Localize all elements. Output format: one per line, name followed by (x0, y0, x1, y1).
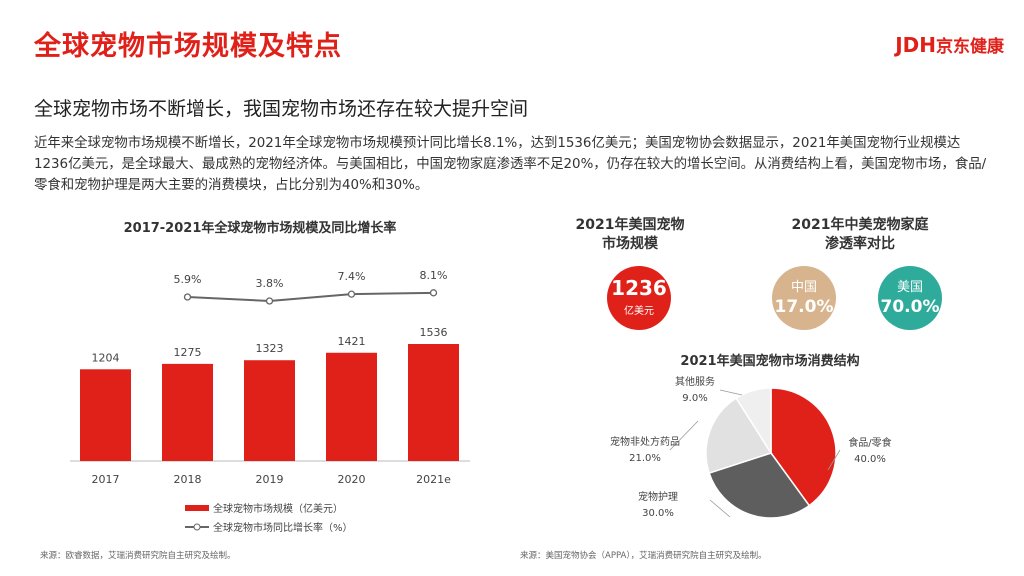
pie-value-3: 9.0% (682, 393, 707, 404)
pie-label-3: 其他服务 (675, 375, 715, 388)
pie-slice-3 (735, 387, 772, 456)
legend-bar-swatch (185, 505, 209, 511)
growth-point-2020 (347, 290, 356, 298)
pie-slice-1 (708, 452, 811, 519)
growth-label-2019: 3.8% (256, 277, 284, 290)
x-tick-2017: 2017 (92, 473, 120, 486)
bar-2021e (408, 344, 459, 461)
penetration-title-line2: 渗透率对比 (825, 236, 895, 252)
us-market-value: 1236 (611, 276, 667, 300)
growth-point-2019 (265, 297, 274, 305)
bar-chart: 1204 2017 1275 2018 1323 2019 1421 2020 1536 2021… (70, 269, 470, 534)
pie-leader-0 (827, 449, 841, 471)
pie-label-0: 食品/零食 (848, 436, 891, 449)
pie-chart-title: 2021年美国宠物市场消费结构 (680, 354, 860, 369)
x-tick-2018: 2018 (174, 473, 202, 486)
pie-value-1: 30.0% (642, 508, 674, 519)
x-tick-2021e: 2021e (416, 473, 451, 486)
bar-2017 (80, 369, 131, 461)
pie-label-2: 宠物非处方药品 (610, 435, 680, 448)
pie-value-2: 21.0% (629, 453, 661, 464)
logo-text: JDH (895, 33, 936, 57)
growth-label-2021e: 8.1% (420, 269, 448, 282)
us-market-unit: 亿美元 (624, 306, 654, 317)
growth-line (187, 291, 434, 303)
logo-cn: 京东健康 (936, 37, 1004, 57)
pie-value-0: 40.0% (854, 454, 886, 465)
china-value: 17.0% (774, 297, 834, 317)
page-title: 全球宠物市场规模及特点 (34, 31, 342, 62)
growth-label-2020: 7.4% (338, 270, 366, 283)
subtitle: 全球宠物市场不断增长，我国宠物市场还存在较大提升空间 (34, 98, 529, 120)
pie-slice-2 (705, 397, 773, 475)
pie-chart: 食品/零食 40.0% 宠物护理 30.0% 宠物非处方药品 21.0% 其他服务 9.0% (610, 375, 892, 519)
us-market-title-line1: 2021年美国宠物 (575, 217, 685, 233)
source-left: 来源：欧睿数据，艾瑞消费研究院自主研究及绘制。 (40, 551, 236, 561)
bar-label-2019: 1323 (256, 342, 284, 355)
x-tick-2020: 2020 (338, 473, 366, 486)
china-label: 中国 (790, 280, 817, 295)
bar-label-2020: 1421 (338, 335, 366, 348)
summary-paragraph: 近年来全球宠物市场规模不断增长，2021年全球宠物市场规模预计同比增长8.1%，… (34, 136, 987, 193)
us-market-title: 2021年美国宠物 市场规模 (570, 216, 690, 254)
bar-label-2018: 1275 (174, 346, 202, 359)
us-circle: 美国 70.0% (878, 266, 942, 330)
legend-line-label: 全球宠物市场同比增长率（%） (213, 521, 353, 534)
legend-line-marker (193, 523, 201, 531)
us-label: 美国 (896, 280, 923, 295)
penetration-title: 2021年中美宠物家庭 渗透率对比 (770, 216, 950, 254)
pie-leader-3 (719, 389, 743, 396)
pie-leader-2 (669, 420, 699, 451)
logo: JDH京东健康 (895, 32, 1004, 57)
bar-2018 (162, 363, 213, 461)
pie-slice-0 (770, 387, 837, 507)
bar-label-2021e: 1536 (420, 326, 448, 339)
bar-2019 (244, 360, 295, 461)
source-right: 来源：美国宠物协会（APPA），艾瑞消费研究院自主研究及绘制。 (520, 551, 767, 561)
growth-label-2018: 5.9% (174, 273, 202, 286)
penetration-title-line1: 2021年中美宠物家庭 (791, 217, 929, 233)
bar-label-2017: 1204 (92, 351, 120, 364)
us-market-title-line2: 市场规模 (602, 236, 658, 252)
pie-leader-1 (709, 499, 731, 518)
growth-point-2018 (183, 293, 192, 301)
pie-label-1: 宠物护理 (638, 490, 678, 503)
us-market-circle: 1236 亿美元 (607, 266, 671, 330)
bar-chart-title: 2017-2021年全球宠物市场规模及同比增长率 (123, 221, 397, 236)
growth-point-2021e (429, 289, 438, 297)
x-tick-2019: 2019 (256, 473, 284, 486)
china-circle: 中国 17.0% (772, 266, 836, 330)
bar-2020 (326, 352, 377, 461)
legend-bar-label: 全球宠物市场规模（亿美元） (213, 502, 343, 515)
us-value: 70.0% (880, 297, 940, 317)
